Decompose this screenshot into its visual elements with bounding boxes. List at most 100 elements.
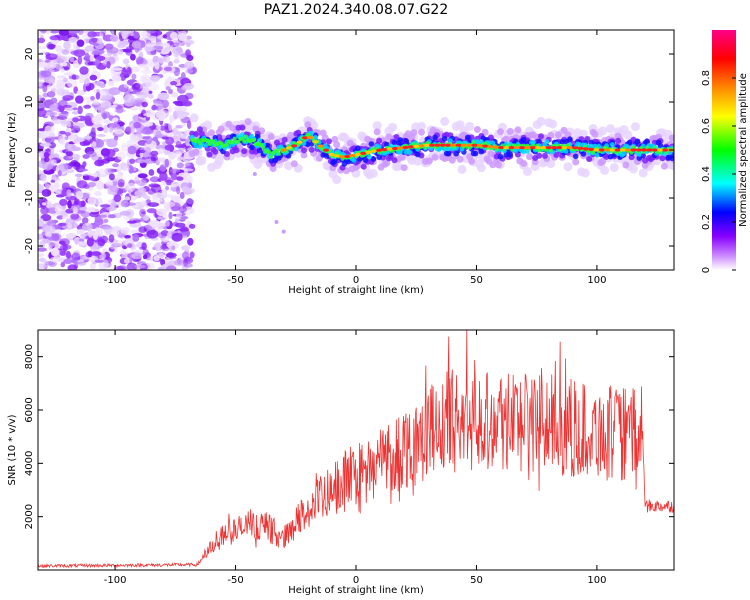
noise-blob (127, 220, 137, 224)
ridge-core (407, 145, 414, 149)
noise-blob (183, 263, 194, 268)
noise-blob (170, 32, 178, 40)
noise-blob (43, 151, 50, 158)
ridge-core (365, 150, 372, 154)
noise-blob (150, 157, 157, 162)
noise-blob (164, 158, 169, 168)
noise-blob (164, 54, 171, 63)
ridge-core (582, 147, 589, 151)
ridge-core (545, 146, 552, 150)
noise-blob (100, 100, 112, 107)
noise-blob (99, 90, 107, 97)
ridge-cell (241, 148, 248, 155)
ridge-cell (398, 153, 406, 161)
noise-blob (61, 49, 70, 55)
noise-blob (183, 40, 195, 45)
noise-blob (54, 182, 60, 189)
noise-blob (43, 225, 56, 234)
ridge-core (519, 146, 526, 150)
noise-blob (116, 151, 126, 160)
ridge-cell (669, 161, 674, 171)
ridge-cell (249, 144, 255, 151)
noise-blob (89, 74, 98, 81)
noise-blob (55, 190, 61, 195)
noise-blob (50, 118, 63, 125)
noise-blob (66, 120, 71, 128)
noise-blob (108, 122, 120, 131)
noise-blob (126, 262, 138, 270)
noise-blob (106, 138, 118, 148)
noise-blob (173, 50, 179, 57)
snr-ylabel: SNR (10 * v/v) (7, 414, 18, 485)
noise-blob (69, 56, 75, 63)
x-tick-label: 0 (353, 275, 359, 286)
noise-blob (58, 240, 66, 245)
noise-blob (154, 61, 160, 70)
noise-blob (38, 37, 46, 44)
ridge-cell (629, 150, 634, 155)
noise-blob (90, 95, 95, 101)
noise-blob (54, 205, 63, 214)
x-tick-label: 0 (353, 575, 359, 586)
ridge-cell (554, 131, 562, 139)
noise-blob (117, 179, 125, 187)
figure-title: PAZ1.2024.340.08.07.G22 (264, 2, 449, 18)
noise-blob (130, 53, 136, 61)
ridge-cell (267, 133, 275, 141)
ridge-cell (567, 136, 573, 142)
ridge-cell (326, 138, 332, 145)
ridge-cell (497, 128, 504, 136)
ridge-cell (308, 146, 315, 153)
ridge-core (317, 144, 324, 148)
ridge-cell (193, 131, 199, 137)
noise-blob (42, 84, 48, 93)
ridge-core (354, 152, 361, 156)
y-tick-label: 2000 (24, 504, 35, 529)
noise-blob (114, 128, 124, 135)
noise-blob (49, 53, 59, 58)
noise-blob (58, 222, 67, 227)
noise-blob (49, 104, 58, 112)
ridge-cell (193, 143, 199, 149)
ridge-core (529, 146, 536, 150)
noise-blob (124, 235, 131, 239)
ridge-cell (513, 148, 519, 153)
ridge-cell (659, 155, 666, 162)
noise-blob (168, 88, 173, 95)
noise-blob (124, 202, 136, 206)
noise-blob (72, 207, 78, 215)
ridge-cell (397, 137, 404, 143)
ridge-core (609, 148, 616, 152)
ridge-core (646, 148, 653, 152)
ridge-cell (332, 175, 342, 185)
noise-blob (66, 189, 72, 198)
noise-blob (52, 176, 60, 181)
ridge-core (339, 155, 345, 159)
ridge-cell (269, 165, 277, 172)
noise-blob (130, 66, 140, 73)
noise-blob (101, 111, 111, 119)
ridge-core (604, 148, 610, 152)
ridge-cell (634, 138, 641, 145)
noise-blob (155, 130, 162, 136)
stray-spot (274, 220, 279, 224)
noise-blob (38, 31, 42, 37)
noise-blob (170, 183, 177, 188)
noise-blob (112, 163, 119, 168)
x-tick-label: -100 (104, 575, 127, 586)
noise-blob (64, 132, 72, 137)
noise-blob (156, 208, 167, 217)
noise-blob (65, 195, 77, 201)
colorbar: 0 0.2 0.4 0.6 0.8 Normalized spectral amplit… (701, 30, 749, 273)
noise-blob (106, 46, 119, 54)
noise-blob (77, 105, 83, 115)
y-tick-label: 0 (24, 147, 35, 153)
noise-blob (50, 179, 56, 183)
noise-blob (138, 226, 147, 233)
noise-blob (146, 113, 151, 118)
noise-blob (135, 56, 144, 65)
ridge-core (386, 147, 393, 151)
noise-blob (71, 252, 80, 260)
ridge-cell (407, 150, 413, 155)
noise-blob (176, 162, 184, 169)
